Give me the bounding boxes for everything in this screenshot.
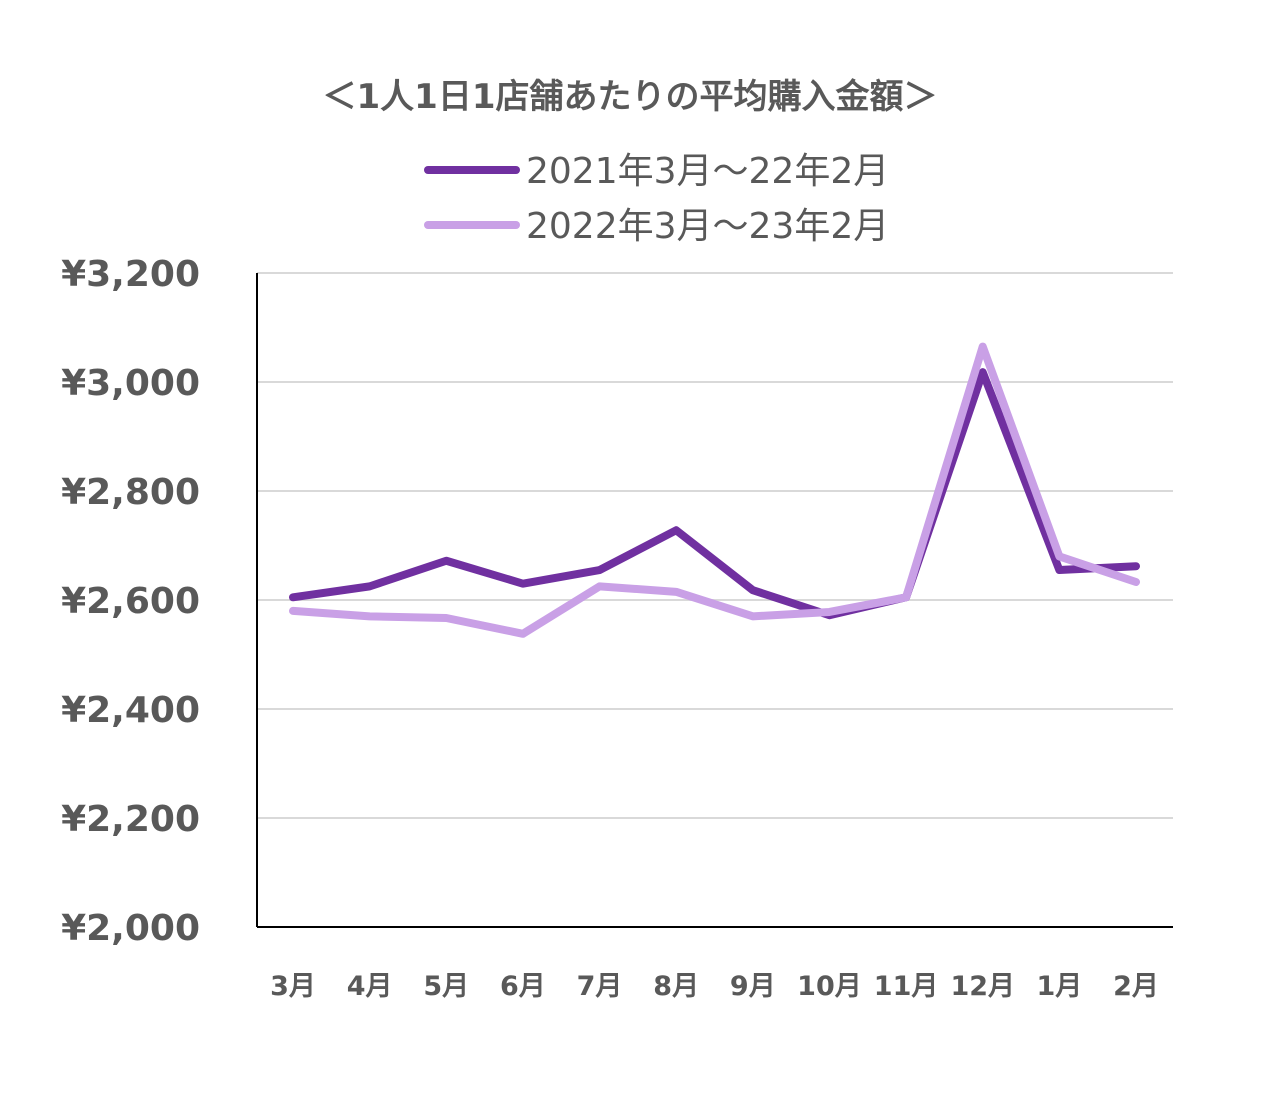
series-line-1 [289, 368, 1140, 620]
y-tick-label: ¥3,200 [61, 254, 200, 295]
y-tick-label: ¥2,400 [61, 690, 200, 731]
x-tick-label: 10月 [797, 971, 862, 1002]
axes [256, 273, 1173, 928]
x-tick-label: 4月 [347, 971, 393, 1002]
chart-title: ＜1人1日1店舗あたりの平均購入金額＞ [323, 77, 938, 117]
x-axis-ticks: 3月 4月 5月 6月 7月 8月 9月 10月 11月 12月 1月 2月 [270, 971, 1159, 1002]
y-axis-ticks: ¥3,200 ¥3,000 ¥2,800 ¥2,600 ¥2,400 ¥2,200 ¥2,0… [61, 254, 200, 949]
x-tick-label: 3月 [270, 971, 316, 1002]
legend: 2021年3月～22年2月 2022年3月～23年2月 [424, 151, 889, 247]
y-tick-label: ¥2,600 [61, 581, 200, 622]
legend-label-1: 2021年3月～22年2月 [526, 151, 889, 192]
series-lines [289, 342, 1140, 638]
series-line-2 [289, 342, 1140, 638]
x-tick-label: 1月 [1036, 971, 1082, 1002]
gridlines [257, 272, 1173, 819]
x-tick-label: 12月 [950, 971, 1015, 1002]
legend-label-2: 2022年3月～23年2月 [526, 206, 889, 247]
x-tick-label: 2月 [1113, 971, 1159, 1002]
x-tick-label: 7月 [577, 971, 623, 1002]
x-tick-label: 9月 [730, 971, 776, 1002]
x-tick-label: 5月 [423, 971, 469, 1002]
x-tick-label: 8月 [653, 971, 699, 1002]
y-tick-label: ¥3,000 [61, 363, 200, 404]
x-tick-label: 6月 [500, 971, 546, 1002]
y-tick-label: ¥2,800 [61, 472, 200, 513]
y-tick-label: ¥2,200 [61, 799, 200, 840]
y-tick-label: ¥2,000 [61, 908, 200, 949]
x-tick-label: 11月 [874, 971, 939, 1002]
